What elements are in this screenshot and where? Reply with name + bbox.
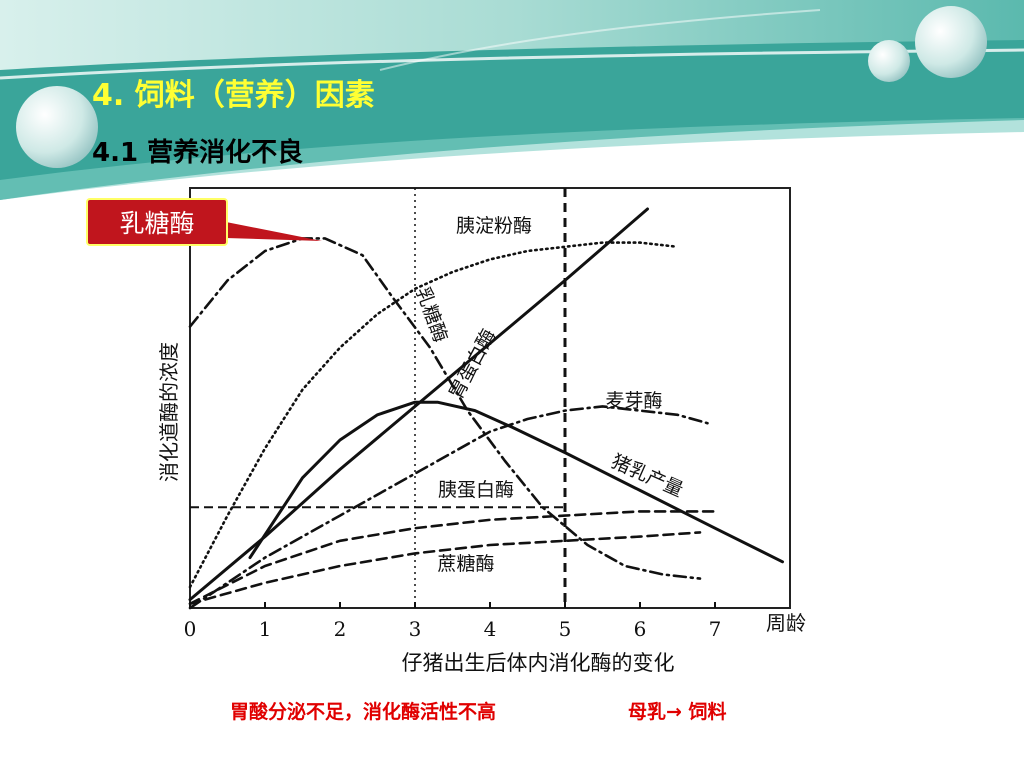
bubble-icon (868, 40, 910, 82)
series-line-5 (188, 510, 717, 606)
series-line-1 (188, 241, 679, 589)
series-label: 蔗糖酶 (437, 553, 494, 575)
x-tick-label: 3 (409, 617, 422, 641)
x-tick-label: 7 (709, 617, 722, 641)
x-axis-label: 仔猪出生后体内消化酶的变化 (402, 651, 675, 675)
series-label: 胰淀粉酶 (456, 215, 532, 237)
series-line-2 (188, 207, 649, 602)
x-axis-unit-label: 周龄 (766, 611, 806, 635)
lactase-callout: 乳糖酶 (86, 198, 228, 246)
series-line-6 (188, 531, 702, 606)
series-line-3 (188, 405, 709, 610)
bubble-icon (915, 6, 987, 78)
x-tick-label: 4 (484, 617, 497, 641)
caption-right: 母乳→ 饲料 (628, 701, 727, 723)
series-label: 胰蛋白酶 (438, 479, 514, 501)
y-axis-label: 消化道酶的浓度 (157, 342, 181, 482)
series-label: 乳糖酶 (411, 284, 451, 345)
series-label: 胃蛋白酶 (445, 325, 500, 402)
caption-left: 胃酸分泌不足，消化酶活性不高 (230, 701, 497, 723)
header-banner (0, 0, 1024, 200)
x-tick-label: 2 (334, 617, 347, 641)
x-tick-label: 5 (559, 617, 572, 641)
slide-subtitle: 4.1 营养消化不良 (92, 138, 304, 168)
slide-title: 4. 饲料（营养）因素 (92, 78, 375, 113)
x-tick-label: 6 (634, 617, 647, 641)
callout-pointer (226, 222, 322, 241)
x-tick-label: 1 (259, 617, 272, 641)
series-line-0 (188, 237, 702, 580)
bubble-icon (16, 86, 98, 168)
series-line-4 (248, 400, 784, 564)
series-label: 麦芽酶 (605, 390, 662, 412)
x-tick-label: 0 (184, 617, 197, 641)
